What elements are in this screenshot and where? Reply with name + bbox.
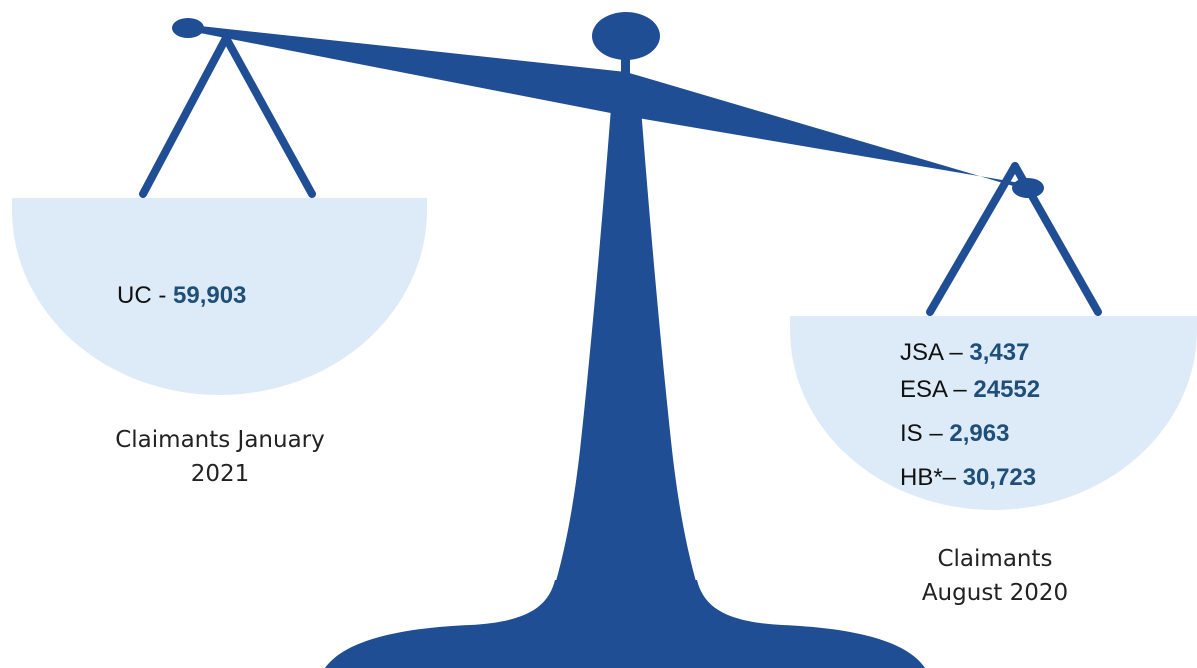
uc-label: UC - — [117, 282, 167, 309]
is-label: IS – — [900, 420, 943, 447]
left-pan-caption: Claimants January 2021 — [60, 423, 380, 491]
scale-beam — [200, 26, 1020, 188]
right-pan-line-jsa: JSA – 3,437 — [900, 341, 1029, 365]
right-pan-caption: Claimants August 2020 — [860, 542, 1130, 610]
esa-label: ESA – — [900, 376, 967, 403]
right-pan-strings — [926, 162, 1102, 316]
left-pan-strings — [139, 34, 316, 198]
right-caption-line-2: August 2020 — [921, 580, 1069, 606]
right-pan-line-hb: HB*– 30,723 — [900, 466, 1036, 490]
left-pan-line-uc: UC - 59,903 — [117, 284, 246, 308]
right-pan-line-esa: ESA – 24552 — [900, 378, 1040, 402]
scale-column — [555, 95, 697, 585]
jsa-label: JSA – — [900, 339, 963, 366]
right-pan — [790, 316, 1197, 511]
left-caption-line-2: 2021 — [190, 461, 250, 487]
right-pan-line-is: IS – 2,963 — [900, 422, 1009, 446]
hb-label: HB*– — [900, 464, 957, 491]
scale-base — [325, 580, 925, 668]
uc-value: 59,903 — [173, 282, 247, 309]
hb-value: 30,723 — [962, 464, 1037, 491]
jsa-value: 3,437 — [969, 339, 1030, 366]
right-caption-line-1: Claimants — [937, 546, 1053, 572]
is-value: 2,963 — [949, 420, 1010, 447]
esa-value: 24552 — [973, 376, 1041, 403]
left-caption-line-1: Claimants January — [115, 427, 325, 453]
beam-left-knob — [172, 18, 204, 38]
scale-top-knob — [592, 12, 660, 60]
left-pan — [12, 198, 427, 395]
